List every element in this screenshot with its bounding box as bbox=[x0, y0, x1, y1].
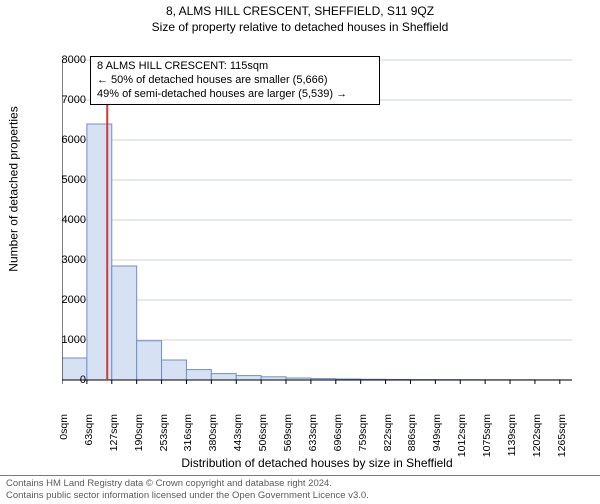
y-tick-label: 8000 bbox=[46, 54, 86, 66]
x-tick-label: 316sqm bbox=[182, 414, 194, 464]
x-tick-label: 1202sqm bbox=[531, 414, 543, 464]
x-tick-label: 127sqm bbox=[108, 414, 120, 464]
y-tick-label: 0 bbox=[46, 374, 86, 386]
chart-area bbox=[62, 50, 572, 420]
x-tick-label: 0sqm bbox=[58, 414, 70, 464]
y-tick-label: 2000 bbox=[46, 294, 86, 306]
x-tick-label: 443sqm bbox=[232, 414, 244, 464]
y-tick-label: 5000 bbox=[46, 174, 86, 186]
x-tick-label: 190sqm bbox=[133, 414, 145, 464]
y-tick-label: 4000 bbox=[46, 214, 86, 226]
x-tick-label: 1012sqm bbox=[456, 414, 468, 464]
y-tick-label: 7000 bbox=[46, 94, 86, 106]
x-tick-label: 759sqm bbox=[357, 414, 369, 464]
x-tick-label: 506sqm bbox=[257, 414, 269, 464]
footer-line-2: Contains public sector information licen… bbox=[6, 490, 594, 501]
footer-line-1: Contains HM Land Registry data © Crown c… bbox=[6, 478, 594, 489]
page-subtitle: Size of property relative to detached ho… bbox=[0, 20, 600, 34]
infobox-smaller-pct: ← 50% of detached houses are smaller (5,… bbox=[97, 74, 373, 88]
x-tick-label: 253sqm bbox=[158, 414, 170, 464]
y-axis-label: Number of detached properties bbox=[6, 4, 22, 374]
y-tick-label: 1000 bbox=[46, 334, 86, 346]
y-tick-label: 6000 bbox=[46, 134, 86, 146]
x-tick-label: 63sqm bbox=[83, 414, 95, 464]
x-tick-label: 569sqm bbox=[282, 414, 294, 464]
x-tick-label: 1139sqm bbox=[506, 414, 518, 464]
histogram-chart bbox=[62, 50, 572, 420]
x-tick-label: 1265sqm bbox=[556, 414, 568, 464]
x-tick-label: 886sqm bbox=[406, 414, 418, 464]
property-info-box: 8 ALMS HILL CRESCENT: 115sqm ← 50% of de… bbox=[90, 56, 380, 105]
x-tick-label: 380sqm bbox=[207, 414, 219, 464]
y-tick-label: 3000 bbox=[46, 254, 86, 266]
x-tick-label: 696sqm bbox=[332, 414, 344, 464]
x-tick-label: 822sqm bbox=[382, 414, 394, 464]
page-title: 8, ALMS HILL CRESCENT, SHEFFIELD, S11 9Q… bbox=[0, 4, 600, 18]
infobox-property-size: 8 ALMS HILL CRESCENT: 115sqm bbox=[97, 60, 373, 74]
x-tick-label: 1075sqm bbox=[481, 414, 493, 464]
x-tick-label: 633sqm bbox=[307, 414, 319, 464]
infobox-larger-pct: 49% of semi-detached houses are larger (… bbox=[97, 88, 373, 102]
x-tick-label: 949sqm bbox=[431, 414, 443, 464]
